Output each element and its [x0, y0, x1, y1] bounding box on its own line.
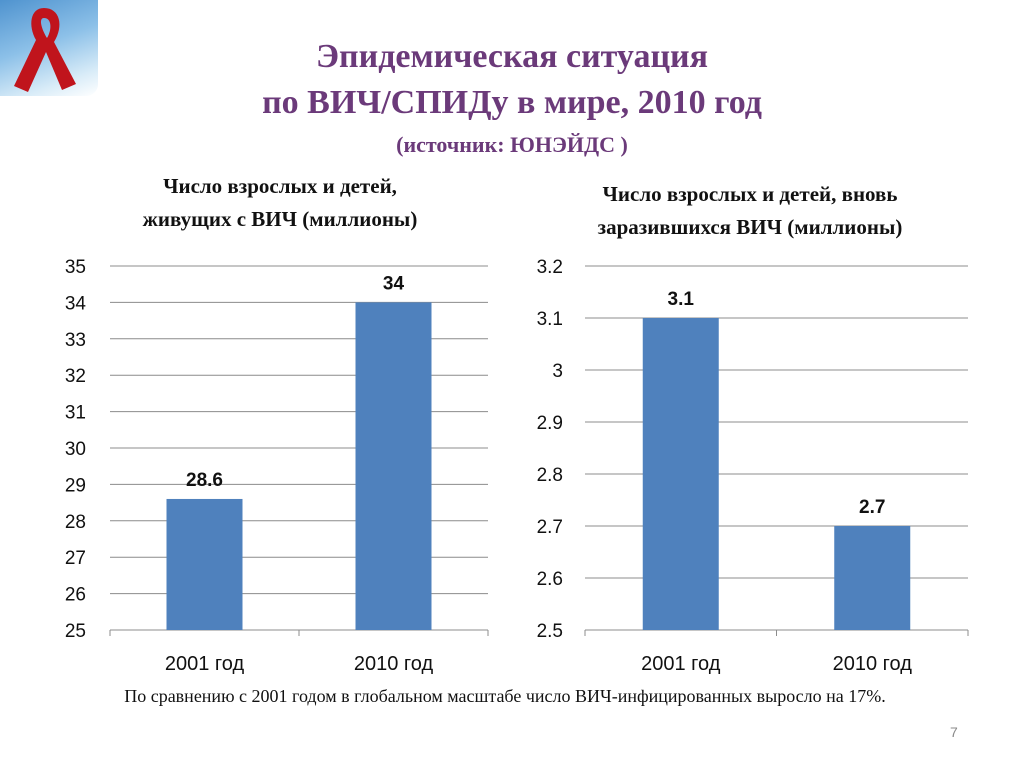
slide-source: (источник: ЮНЭЙДС ) — [396, 132, 628, 157]
y-tick-label: 3 — [552, 361, 563, 382]
slide-title: Эпидемическая ситуация — [315, 38, 709, 75]
x-tick-label: 2001 год — [641, 653, 721, 675]
y-tick-label: 2.6 — [537, 569, 563, 590]
y-tick-label: 2.8 — [537, 465, 563, 486]
x-tick-label: 2001 год — [165, 653, 245, 675]
y-tick-label: 32 — [65, 366, 86, 387]
y-tick-label: 27 — [65, 548, 86, 569]
data-label: 34 — [383, 273, 405, 294]
data-label: 2.7 — [859, 497, 885, 518]
y-tick-label: 31 — [65, 403, 86, 424]
red-ribbon-icon — [0, 0, 98, 96]
chart-2-title: Число взрослых и детей, вновь заразивших… — [530, 178, 970, 244]
y-tick-label: 3.2 — [537, 257, 563, 278]
y-tick-label: 3.1 — [537, 309, 563, 330]
chart-1-title-line1: Число взрослых и детей, — [163, 174, 397, 198]
y-tick-label: 35 — [65, 257, 86, 278]
chart-2-title-line1: Число взрослых и детей, вновь — [602, 182, 898, 206]
x-tick-label: 2010 год — [833, 653, 913, 675]
chart-1-title-line2: живущих с ВИЧ (миллионы) — [142, 207, 418, 231]
y-tick-label: 28 — [65, 512, 86, 533]
page-number: 7 — [950, 724, 958, 740]
y-tick-label: 25 — [65, 621, 86, 642]
footnote: По сравнению с 2001 годом в глобальном м… — [124, 686, 886, 706]
y-tick-label: 34 — [65, 293, 87, 314]
y-tick-label: 2.7 — [537, 517, 563, 538]
y-tick-label: 2.5 — [537, 621, 563, 642]
slide-subtitle: по ВИЧ/СПИДу в мире, 2010 год — [262, 84, 762, 121]
data-label: 3.1 — [668, 289, 695, 310]
x-tick-label: 2010 год — [354, 653, 434, 675]
bar — [355, 302, 432, 630]
bar — [834, 526, 911, 630]
y-tick-label: 33 — [65, 330, 86, 351]
y-tick-label: 2.9 — [537, 413, 563, 434]
y-tick-label: 30 — [65, 439, 86, 460]
chart-2-title-line2: заразившихся ВИЧ (миллионы) — [597, 215, 903, 239]
data-label: 28.6 — [186, 470, 223, 491]
bar — [642, 318, 719, 630]
y-tick-label: 29 — [65, 475, 86, 496]
y-tick-label: 26 — [65, 585, 86, 606]
chart-1-title: Число взрослых и детей, живущих с ВИЧ (м… — [60, 170, 500, 236]
bar — [166, 498, 243, 630]
